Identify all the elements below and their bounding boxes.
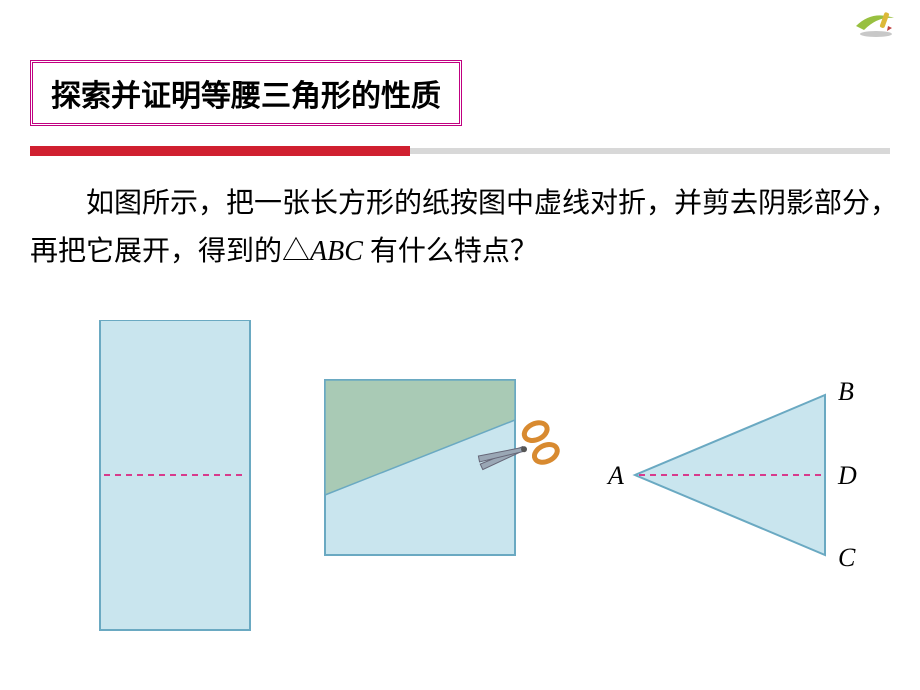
label-A: A bbox=[606, 461, 624, 490]
label-D: D bbox=[837, 461, 857, 490]
title-text: 探索并证明等腰三角形的性质 bbox=[51, 80, 441, 113]
label-B: B bbox=[838, 377, 854, 406]
grey-underline bbox=[410, 148, 890, 154]
icon-shadow bbox=[860, 31, 892, 37]
corner-icon bbox=[854, 8, 900, 38]
title-box: 探索并证明等腰三角形的性质 bbox=[30, 60, 462, 126]
red-underline bbox=[30, 146, 410, 156]
diagram-area: A B C D bbox=[30, 320, 890, 670]
label-C: C bbox=[838, 543, 856, 572]
body-text: 如图所示，把一张长方形的纸按图中虚线对折，并剪去阴影部分，再把它展开，得到的△A… bbox=[30, 180, 900, 275]
icon-pen-tip bbox=[887, 26, 892, 31]
